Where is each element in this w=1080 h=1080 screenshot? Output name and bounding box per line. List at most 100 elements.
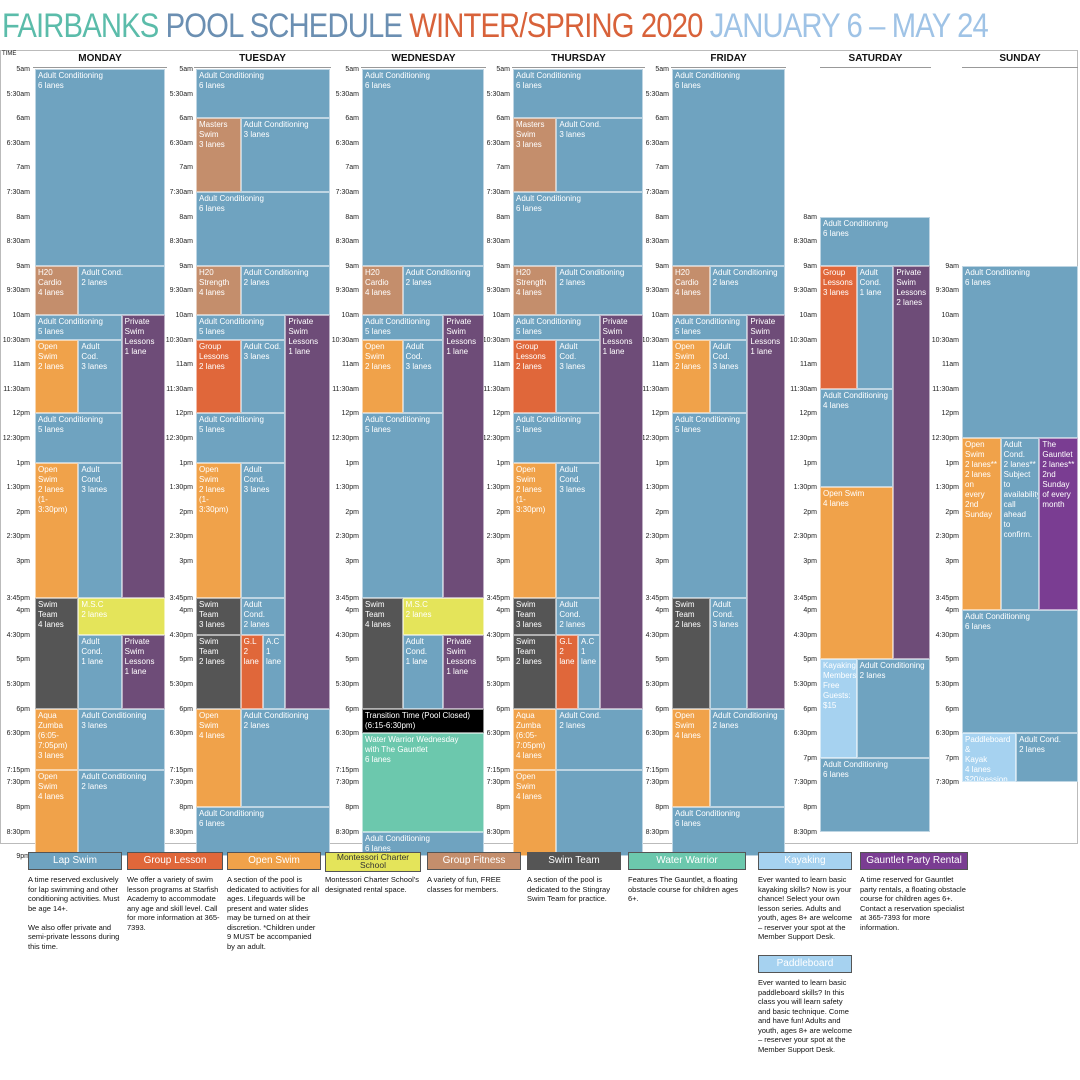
time-label: 8:30pm [793, 828, 817, 836]
time-label: 7am [179, 164, 193, 172]
block-text: Swim Team [199, 636, 219, 656]
time-label: 10:30am [482, 336, 510, 344]
block-text: 6 lanes [965, 277, 991, 287]
block-text: 6 lanes [38, 81, 64, 90]
time-label: 9:30am [486, 287, 510, 295]
time-label: 5:30pm [6, 681, 30, 688]
time-label: 9am [803, 262, 817, 270]
block-text: Transition Time (Pool Closed) [365, 710, 471, 720]
block-text: with The Gauntlet [365, 745, 428, 755]
time-label: 4pm [345, 607, 359, 615]
block-text: Lessons [750, 337, 781, 346]
block-text: Adult Conditioning [823, 390, 888, 400]
block-text: 2 lanes [81, 609, 108, 619]
block-text: 3 lanes [199, 619, 225, 629]
schedule-block-open: Open Swim 2 lanes [672, 339, 710, 414]
block-text: 3 lanes [516, 140, 542, 150]
block-text: (6:15-6:30pm) [365, 720, 416, 730]
time-label: 4:30pm [793, 631, 817, 639]
block-text: Open Swim [199, 464, 219, 484]
block-text: Adult [859, 267, 878, 277]
time-label: 1:30pm [935, 484, 959, 492]
time-label: 2:30pm [935, 533, 959, 541]
title-part-pool-schedule: POOL SCHEDULE [165, 7, 403, 45]
day-header-friday: FRIDAY [671, 51, 786, 68]
block-text: 4 lanes [38, 287, 64, 297]
schedule-block-open: Open Swim 4 lanes [196, 708, 241, 807]
time-label: 12:30pm [641, 435, 669, 442]
schedule-block-lap: Adult Conditioning 6 lanes [672, 807, 785, 857]
block-text: $15 [823, 701, 837, 711]
block-text: Adult Cond. [243, 464, 266, 484]
schedule-block-group: Group Lessons 3 lanes [820, 265, 857, 389]
time-label: 11:30am [932, 385, 959, 393]
block-text: Lessons [124, 337, 155, 346]
time-label: 6:30pm [169, 730, 193, 738]
time-label: 9:30am [645, 287, 669, 295]
time-label: 8:30pm [169, 828, 193, 836]
schedule-block-kayak: Paddleboard & Kayak 4 lanes $20/session [962, 733, 1017, 783]
block-text: Open Swim [823, 489, 865, 499]
block-text: 2 lanes [516, 656, 542, 666]
schedule-block-lap: Adult Conditioning 2 lanes [856, 659, 930, 758]
time-label: 4pm [803, 607, 817, 615]
time-label: 7pm [803, 754, 817, 762]
time-label: 9am [655, 262, 669, 270]
schedule-block-lap: Adult Cod. 3 lanes [402, 339, 444, 414]
block-text: Open Swim [38, 341, 58, 361]
block-text: H20 Cardio [365, 267, 389, 287]
schedule-block-lap: Adult Conditioning 6 lanes [513, 192, 643, 266]
time-label: 4pm [945, 607, 959, 615]
schedule-block-lap: Adult Conditioning 6 lanes [196, 192, 330, 266]
time-label: 3:45pm [486, 594, 510, 602]
time-label: 8am [345, 213, 359, 221]
schedule-block-lap: Adult Cond. 2 lanes [556, 708, 643, 771]
block-text: 2 lanes [243, 720, 270, 730]
time-label: 5:30am [486, 90, 510, 98]
schedule-block-open: Open Swim 2 lanes [35, 339, 79, 414]
time-label: 11:30am [790, 385, 817, 393]
legend-description: A time reserved exclusively for lap swim… [28, 875, 120, 951]
block-text: Group [199, 341, 222, 351]
time-label: 1:30pm [793, 484, 817, 492]
block-text: Adult Conditioning [859, 661, 925, 671]
block-text: Guests: [823, 691, 851, 701]
time-label: 11am [942, 361, 959, 369]
block-text: 3 lanes [559, 130, 586, 140]
time-label: 8am [655, 213, 669, 221]
block-text: Adult Cond. [712, 599, 735, 619]
block-text: 4 lanes [675, 730, 701, 740]
time-label: 6:30pm [793, 730, 817, 738]
block-text: Masters [516, 120, 545, 130]
block-text: Adult Conditioning [823, 759, 888, 769]
block-text: Private [446, 636, 472, 646]
schedule-block-fitness: H20 Cardio 4 lanes [362, 265, 403, 315]
time-label: 5pm [179, 656, 193, 664]
time-label: 6:30am [169, 139, 193, 147]
schedule-block-lap: Adult Cond. 3 lanes [240, 462, 286, 598]
time-label: 3pm [496, 558, 510, 565]
block-text: Adult Conditioning [199, 415, 264, 425]
block-text: Adult Cond. [559, 599, 581, 619]
block-text: Adult Cod. [81, 341, 100, 361]
time-label: 10:30am [789, 336, 817, 344]
time-label: 5:30pm [645, 681, 669, 688]
block-text: Open Swim [675, 710, 695, 730]
time-label: 3pm [179, 558, 193, 565]
block-text: 3 lanes [38, 750, 64, 760]
block-text: 2 lanes [712, 720, 739, 730]
schedule-block-swimteam: Swim Team 2 lanes [513, 634, 557, 709]
schedule-block-open: Open Swim 2 lanes** 2 lanes on every 2nd Sund… [962, 438, 1001, 611]
schedule-block-lap: Adult Cond. 3 lanes [556, 118, 643, 192]
block-text: Group [823, 267, 846, 277]
schedule-block-lap: Adult Conditioning 6 lanes [196, 807, 330, 857]
block-text: 2 lanes [365, 361, 391, 371]
block-text: 1 lane [750, 347, 773, 356]
block-text: 5 lanes [365, 425, 391, 435]
block-text: 2 lanes [38, 484, 64, 494]
block-text: Adult Conditioning [38, 415, 103, 425]
block-text: 2 lanes [1019, 745, 1045, 755]
block-text: Lessons [124, 656, 155, 666]
title-part-dates: JANUARY 6 – MAY 24 [709, 7, 989, 45]
block-text: 2 lanes** [965, 460, 998, 469]
